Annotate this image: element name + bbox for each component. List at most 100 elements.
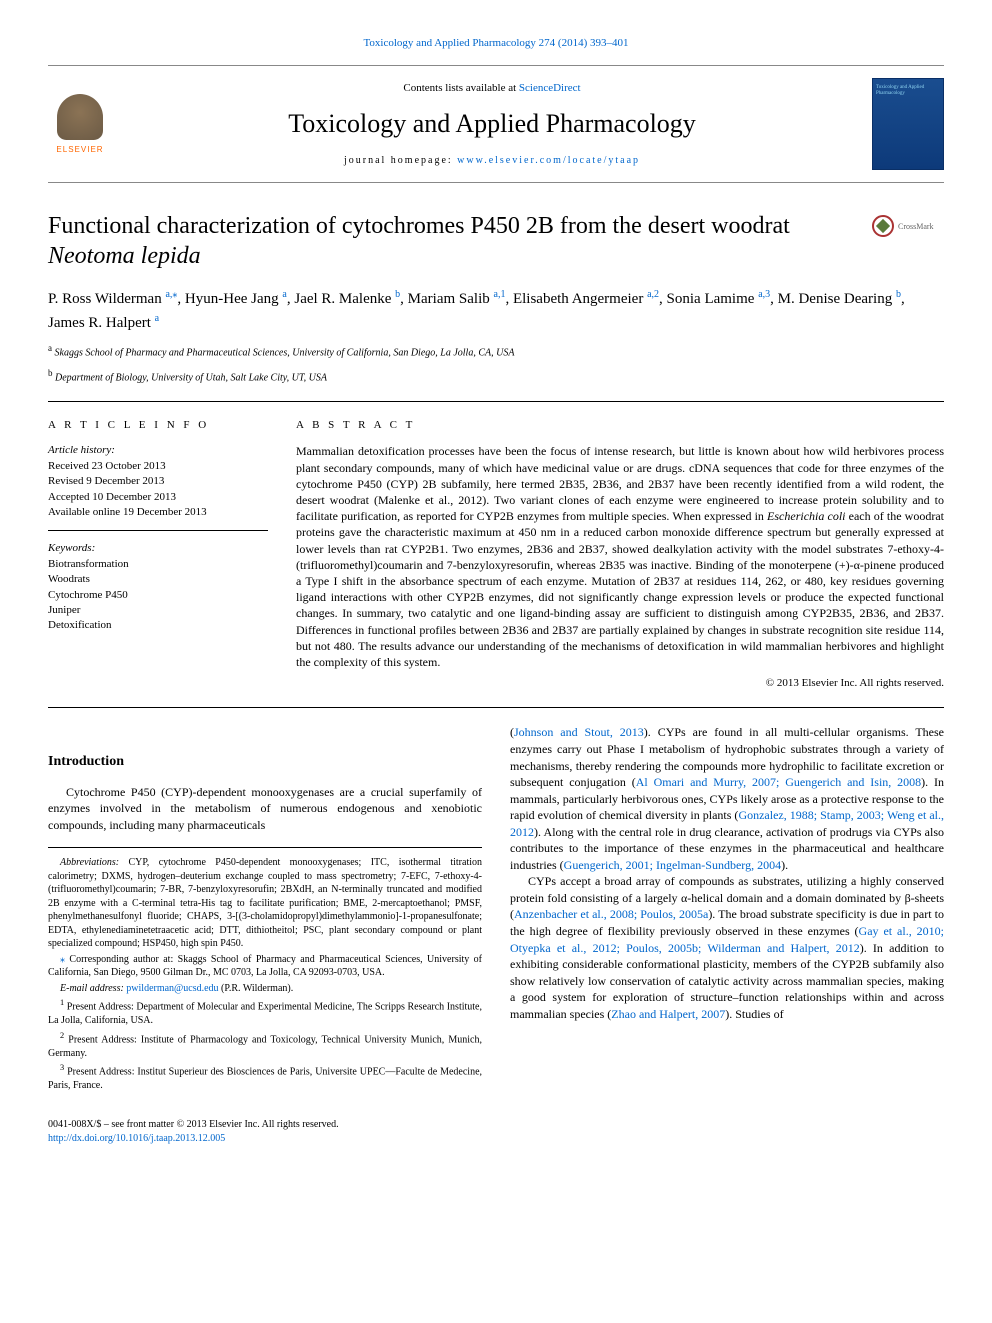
affiliations: a Skaggs School of Pharmacy and Pharmace…	[48, 342, 944, 385]
author-affil-link[interactable]: b	[896, 289, 901, 300]
addr3-text: Present Address: Institut Superieur des …	[48, 1066, 482, 1091]
history-block: Article history: Received 23 October 201…	[48, 443, 268, 531]
intro-right-p1: (Johnson and Stout, 2013). CYPs are foun…	[510, 724, 944, 873]
header-citation: Toxicology and Applied Pharmacology 274 …	[48, 36, 944, 51]
article-info: A R T I C L E I N F O Article history: R…	[48, 418, 268, 691]
cover-title: Toxicology and Applied Pharmacology	[876, 85, 940, 96]
reference-link[interactable]: Zhao and Halpert, 2007	[611, 1007, 725, 1021]
author: Elisabeth Angermeier a,2	[513, 291, 659, 307]
history-line: Received 23 October 2013	[48, 459, 268, 474]
journal-name: Toxicology and Applied Pharmacology	[112, 106, 872, 142]
crossmark-badge[interactable]: CrossMark	[872, 215, 944, 237]
addr2-text: Present Address: Institute of Pharmacolo…	[48, 1034, 482, 1059]
email-paren: (P.R. Wilderman).	[221, 983, 293, 994]
journal-banner: ELSEVIER Contents lists available at Sci…	[48, 65, 944, 183]
rule	[48, 401, 944, 402]
author-affil-link[interactable]: b	[395, 289, 400, 300]
author: Jael R. Malenke b	[294, 291, 400, 307]
keyword: Biotransformation	[48, 557, 268, 572]
abstract-species: Escherichia coli	[767, 509, 845, 523]
corresp-text: Corresponding author at: Skaggs School o…	[48, 954, 482, 979]
author-corresp-link[interactable]: ⁎	[172, 289, 177, 300]
abbrev-text: CYP, cytochrome P450-dependent monooxyge…	[48, 857, 482, 949]
intro-p1: Cytochrome P450 (CYP)-dependent monooxyg…	[48, 784, 482, 834]
affiliation: b Department of Biology, University of U…	[48, 367, 944, 385]
rule-2	[48, 707, 944, 708]
footnote-addr3: 3 Present Address: Institut Superieur de…	[48, 1062, 482, 1092]
article-title: Functional characterization of cytochrom…	[48, 211, 856, 271]
affiliation: a Skaggs School of Pharmacy and Pharmace…	[48, 342, 944, 360]
doi-link[interactable]: http://dx.doi.org/10.1016/j.taap.2013.12…	[48, 1133, 225, 1144]
reference-link[interactable]: Al Omari and Murry, 2007; Guengerich and…	[636, 775, 921, 789]
keywords-label: Keywords:	[48, 541, 268, 556]
contents-prefix: Contents lists available at	[403, 82, 518, 94]
banner-center: Contents lists available at ScienceDirec…	[112, 81, 872, 169]
title-row: Functional characterization of cytochrom…	[48, 211, 944, 271]
history-line: Revised 9 December 2013	[48, 474, 268, 489]
reference-link[interactable]: Guengerich, 2001; Ingelman-Sundberg, 200…	[564, 858, 781, 872]
homepage-link[interactable]: www.elsevier.com/locate/ytaap	[457, 155, 640, 166]
elsevier-wordmark: ELSEVIER	[56, 144, 103, 155]
crossmark-icon	[872, 215, 894, 237]
reference-link[interactable]: Johnson and Stout, 2013	[514, 725, 644, 739]
abstract-text: Mammalian detoxification processes have …	[296, 443, 944, 670]
keyword: Woodrats	[48, 572, 268, 587]
footnote-addr1: 1 Present Address: Department of Molecul…	[48, 997, 482, 1027]
history-label: Article history:	[48, 443, 268, 458]
title-text: Functional characterization of cytochrom…	[48, 213, 790, 239]
elsevier-logo: ELSEVIER	[48, 92, 112, 156]
abstract-col: A B S T R A C T Mammalian detoxification…	[296, 418, 944, 691]
reference-link[interactable]: Gonzalez, 1988; Stamp, 2003; Weng et al.…	[510, 808, 944, 839]
elsevier-tree-icon	[57, 94, 103, 140]
abstract-heading: A B S T R A C T	[296, 418, 944, 433]
body-columns: Introduction Cytochrome P450 (CYP)-depen…	[48, 724, 944, 1094]
author: P. Ross Wilderman a,⁎	[48, 291, 177, 307]
title-species: Neotoma lepida	[48, 243, 201, 269]
keywords-block: Keywords: BiotransformationWoodratsCytoc…	[48, 541, 268, 633]
author: Mariam Salib a,1	[408, 291, 506, 307]
abstract-copyright: © 2013 Elsevier Inc. All rights reserved…	[296, 676, 944, 691]
corresp-email-link[interactable]: pwilderman@ucsd.edu	[126, 983, 218, 994]
journal-cover-thumbnail: Toxicology and Applied Pharmacology	[872, 78, 944, 170]
authors-list: P. Ross Wilderman a,⁎, Hyun-Hee Jang a, …	[48, 287, 944, 334]
email-label: E-mail address:	[60, 983, 124, 994]
contents-line: Contents lists available at ScienceDirec…	[112, 81, 872, 96]
keyword: Cytochrome P450	[48, 588, 268, 603]
author-affil-link[interactable]: a	[155, 313, 159, 324]
author-affil-link[interactable]: a,2	[647, 289, 659, 300]
author: M. Denise Dearing b	[778, 291, 901, 307]
sciencedirect-link[interactable]: ScienceDirect	[519, 82, 581, 94]
author-affil-link[interactable]: a,3	[758, 289, 770, 300]
footnote-corresp: ⁎ Corresponding author at: Skaggs School…	[48, 953, 482, 980]
body-col-left: Introduction Cytochrome P450 (CYP)-depen…	[48, 724, 482, 1094]
author: Sonia Lamime a,3	[667, 291, 771, 307]
footer-copyright: 0041-008X/$ – see front matter © 2013 El…	[48, 1118, 339, 1132]
citation-link[interactable]: Toxicology and Applied Pharmacology 274 …	[363, 37, 628, 49]
author: Hyun-Hee Jang a	[185, 291, 287, 307]
info-abstract-row: A R T I C L E I N F O Article history: R…	[48, 418, 944, 691]
footnote-addr2: 2 Present Address: Institute of Pharmaco…	[48, 1030, 482, 1060]
footnote-abbrev: Abbreviations: CYP, cytochrome P450-depe…	[48, 856, 482, 951]
homepage-prefix: journal homepage:	[344, 155, 457, 166]
intro-right-p2: CYPs accept a broad array of compounds a…	[510, 873, 944, 1022]
footnotes: Abbreviations: CYP, cytochrome P450-depe…	[48, 847, 482, 1092]
homepage-line: journal homepage: www.elsevier.com/locat…	[112, 154, 872, 168]
abbrev-label: Abbreviations:	[60, 857, 119, 868]
intro-heading: Introduction	[48, 752, 482, 771]
author-affil-link[interactable]: a	[282, 289, 286, 300]
abstract-part-2: each of the woodrat proteins gave the ch…	[296, 509, 944, 669]
keyword: Detoxification	[48, 618, 268, 633]
addr1-text: Present Address: Department of Molecular…	[48, 1002, 482, 1027]
author: James R. Halpert a	[48, 315, 159, 331]
body-col-right: (Johnson and Stout, 2013). CYPs are foun…	[510, 724, 944, 1094]
reference-link[interactable]: Gay et al., 2010; Otyepka et al., 2012; …	[510, 924, 944, 955]
reference-link[interactable]: Anzenbacher et al., 2008; Poulos, 2005a	[514, 907, 708, 921]
keyword: Juniper	[48, 603, 268, 618]
crossmark-label: CrossMark	[898, 221, 934, 232]
author-affil-link[interactable]: a,1	[494, 289, 506, 300]
article-info-heading: A R T I C L E I N F O	[48, 418, 268, 433]
history-line: Available online 19 December 2013	[48, 505, 268, 520]
history-line: Accepted 10 December 2013	[48, 490, 268, 505]
footer: 0041-008X/$ – see front matter © 2013 El…	[48, 1118, 944, 1146]
footer-left: 0041-008X/$ – see front matter © 2013 El…	[48, 1118, 339, 1146]
